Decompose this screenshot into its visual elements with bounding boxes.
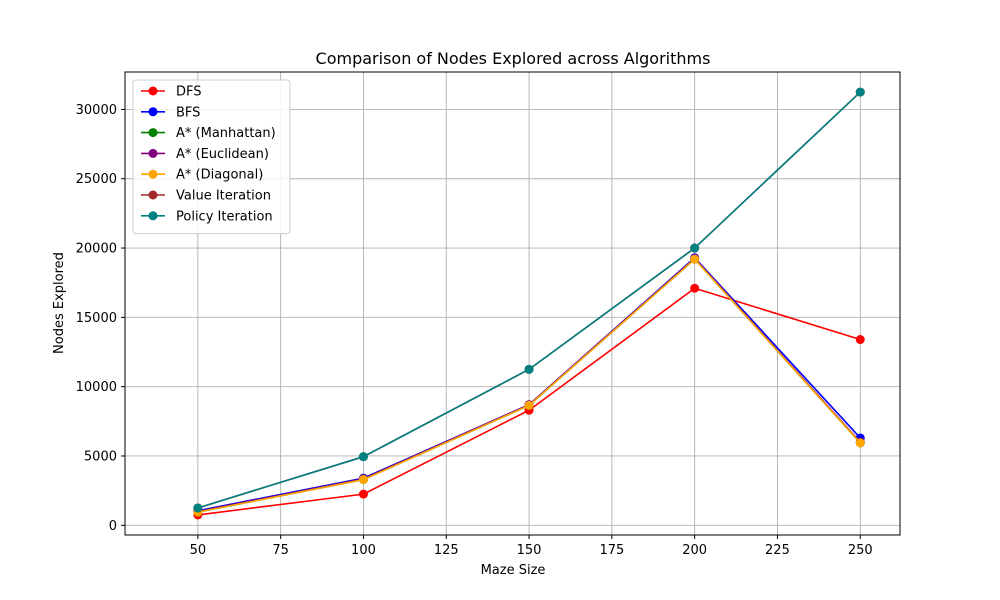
x-axis-title: Maze Size — [481, 563, 546, 578]
legend-item: A* (Euclidean) — [141, 147, 269, 162]
data-point — [193, 503, 203, 513]
legend-swatch-marker — [148, 190, 158, 200]
legend-swatch-marker — [148, 107, 158, 117]
y-axis-title: Nodes Explored — [52, 252, 67, 354]
legend-label: Policy Iteration — [176, 209, 273, 224]
y-tick-label: 20000 — [76, 242, 117, 257]
legend-swatch-marker — [148, 128, 158, 138]
x-tick-label: 75 — [272, 543, 289, 558]
legend-swatch-marker — [148, 148, 158, 158]
y-tick-label: 5000 — [84, 449, 117, 464]
data-point — [690, 254, 700, 264]
legend-swatch-marker — [148, 86, 158, 96]
legend-swatch-marker — [148, 211, 158, 221]
data-point — [358, 452, 368, 462]
x-tick-label: 125 — [434, 543, 459, 558]
data-point — [358, 475, 368, 485]
legend-label: A* (Diagonal) — [176, 168, 263, 183]
chart-title: Comparison of Nodes Explored across Algo… — [316, 49, 711, 68]
grid — [125, 72, 900, 535]
legend-item: DFS — [141, 85, 202, 100]
axes: 50 75 100 125 150 175 200 225 250 0 5000 10000 15000… — [76, 71, 901, 558]
data-point — [855, 438, 865, 448]
legend-swatch-marker — [148, 169, 158, 179]
y-tick-label: 30000 — [76, 103, 117, 118]
y-tick-label: 25000 — [76, 172, 117, 187]
x-tick-label: 250 — [848, 543, 873, 558]
legend-item: A* (Diagonal) — [141, 168, 263, 183]
legend-item: BFS — [141, 105, 200, 120]
data-point — [855, 335, 865, 345]
x-tick-label: 200 — [682, 543, 707, 558]
x-tick-label: 150 — [517, 543, 542, 558]
x-tick-label: 225 — [765, 543, 790, 558]
legend-label: Value Iteration — [176, 189, 271, 204]
y-tick-label: 0 — [109, 519, 117, 534]
legend-item: Policy Iteration — [141, 209, 273, 224]
data-point — [855, 87, 865, 97]
y-tick-label: 10000 — [76, 380, 117, 395]
legend-label: A* (Euclidean) — [176, 147, 269, 162]
x-tick-label: 175 — [599, 543, 624, 558]
data-point — [690, 243, 700, 253]
series-6 — [193, 87, 865, 513]
data-point — [524, 400, 534, 410]
legend-item: Value Iteration — [141, 189, 271, 204]
data-point — [524, 364, 534, 374]
series-group — [193, 87, 865, 520]
data-point — [690, 283, 700, 293]
legend-label: BFS — [176, 105, 200, 120]
data-point — [358, 489, 368, 499]
legend-label: A* (Manhattan) — [176, 126, 276, 141]
plot-frame — [124, 71, 901, 536]
y-tick-label: 15000 — [76, 311, 117, 326]
x-tick-label: 50 — [190, 543, 207, 558]
legend-item: A* (Manhattan) — [141, 126, 276, 141]
legend-box — [132, 79, 291, 235]
legend-label: DFS — [176, 85, 202, 100]
legend: DFS BFS A* (Manhattan) A* (Euclidean) A* (Di… — [132, 79, 291, 235]
x-tick-label: 100 — [351, 543, 376, 558]
